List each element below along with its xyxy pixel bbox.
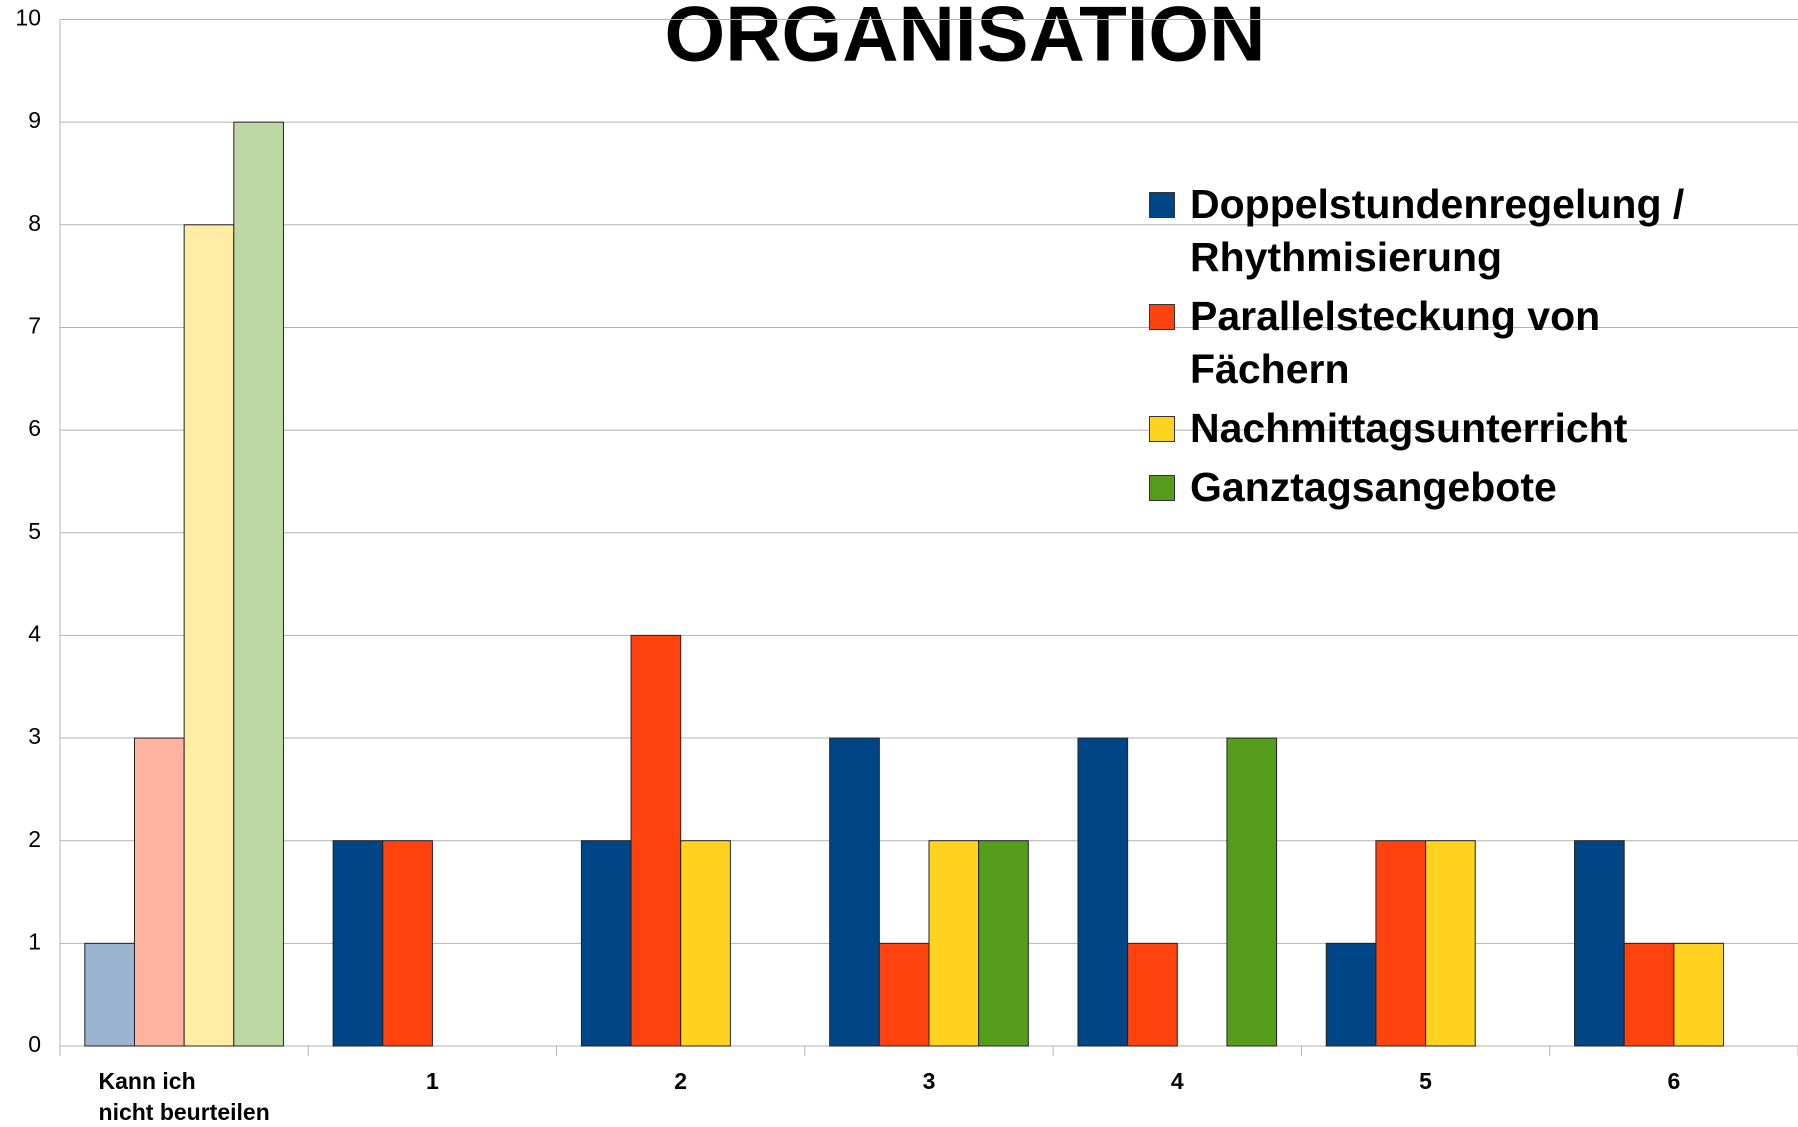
bar	[133, 737, 185, 1047]
legend-swatch	[1149, 475, 1175, 501]
legend: Doppelstundenregelung / Rhythmisierung Pa…	[1149, 178, 1740, 514]
bar	[1623, 942, 1675, 1047]
legend-label: Nachmittagsunterricht	[1190, 405, 1628, 451]
bar	[630, 634, 682, 1047]
bar	[1077, 737, 1129, 1047]
bar	[928, 840, 980, 1047]
x-tick-label: 4	[1170, 1068, 1184, 1094]
x-tick-label: Kann ich nicht beurteilen	[98, 1068, 270, 1125]
legend-label: Parallelsteckung von Fächern	[1190, 293, 1601, 392]
bar	[183, 224, 235, 1047]
legend-entry: Nachmittagsunterricht	[1149, 402, 1740, 455]
y-tick-label: 4	[28, 620, 41, 646]
bar	[829, 737, 880, 1047]
chart-title: ORGANISATION	[665, 0, 1266, 78]
x-tick-label: 6	[1667, 1068, 1681, 1094]
y-tick-label: 0	[28, 1031, 41, 1057]
legend-label: Doppelstundenregelung / Rhythmisierung	[1190, 181, 1685, 280]
bar	[233, 121, 284, 1047]
y-tick-label: 9	[28, 107, 41, 133]
y-tick-label: 1	[28, 928, 41, 954]
y-tick-label: 6	[28, 415, 41, 441]
y-tick-label: 10	[15, 5, 41, 31]
bar	[1226, 737, 1278, 1047]
bar	[1375, 840, 1427, 1047]
bar	[1574, 840, 1625, 1047]
y-tick-label: 5	[28, 518, 41, 544]
bar	[978, 840, 1029, 1047]
y-tick-label: 8	[28, 210, 41, 236]
x-tick-label: 3	[922, 1068, 936, 1094]
bar	[1673, 942, 1725, 1047]
bar	[680, 840, 731, 1047]
x-tick-label: 2	[674, 1068, 688, 1094]
legend-swatch	[1149, 416, 1175, 442]
bar	[382, 840, 433, 1047]
bar	[84, 942, 135, 1047]
x-tick-label: 1	[426, 1068, 439, 1094]
legend-entry: Doppelstundenregelung / Rhythmisierung	[1149, 178, 1740, 284]
bar	[1127, 942, 1178, 1047]
bar	[1425, 840, 1476, 1047]
bar	[332, 840, 384, 1047]
bar	[1325, 942, 1377, 1047]
legend-label: Ganztagsangebote	[1190, 464, 1557, 510]
y-tick-label: 2	[28, 826, 41, 852]
legend-swatch	[1149, 192, 1175, 218]
bar	[580, 840, 632, 1047]
legend-entry: Parallelsteckung von Fächern	[1149, 290, 1740, 396]
y-tick-label: 7	[28, 313, 41, 339]
y-tick-label: 3	[28, 723, 41, 749]
legend-entry: Ganztagsangebote	[1149, 461, 1740, 514]
legend-swatch	[1149, 304, 1175, 330]
x-tick-label: 5	[1419, 1068, 1432, 1094]
bar	[878, 942, 930, 1047]
